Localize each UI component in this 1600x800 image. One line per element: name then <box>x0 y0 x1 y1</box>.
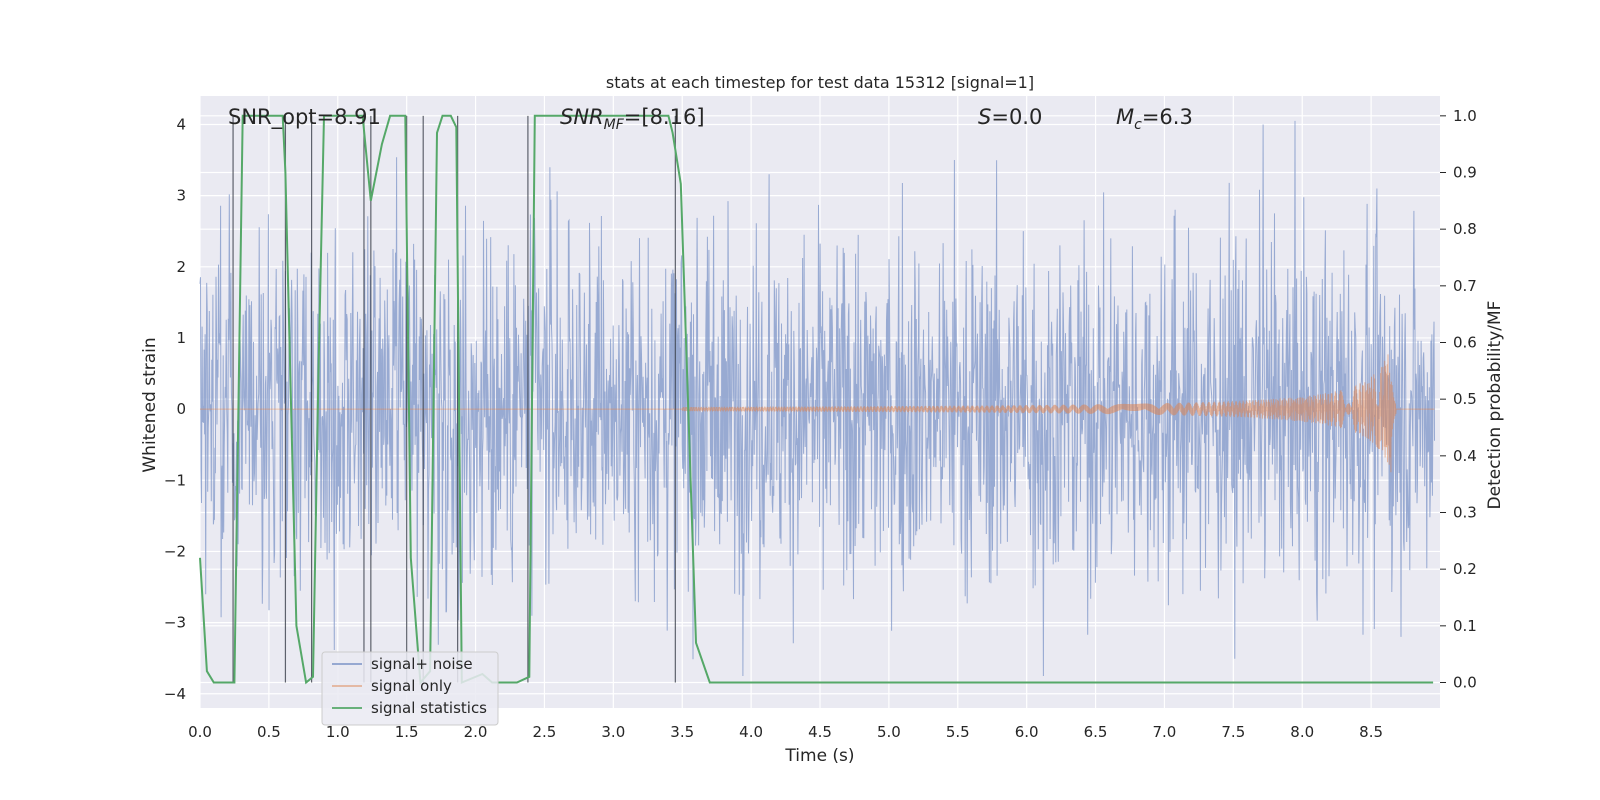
x-tick-label: 3.0 <box>601 723 625 741</box>
y-tick-label: 4 <box>176 115 186 133</box>
legend-label-signal-noise: signal+ noise <box>371 655 473 673</box>
x-tick-label: 4.0 <box>739 723 763 741</box>
x-tick-label: 7.0 <box>1153 723 1177 741</box>
x-tick-label: 5.5 <box>946 723 970 741</box>
x-tick-label: 4.5 <box>808 723 832 741</box>
x-tick-label: 6.0 <box>1015 723 1039 741</box>
y2-tick-label: 0.1 <box>1453 617 1477 635</box>
y2-tick-label: 0.5 <box>1453 390 1477 408</box>
y2-tick-label: 0.6 <box>1453 334 1477 352</box>
signal-noise-line <box>199 120 1435 677</box>
x-tick-label: 6.5 <box>1084 723 1108 741</box>
y2-tick-label: 0.8 <box>1453 220 1477 238</box>
series-signal-noise <box>199 120 1435 677</box>
vertical-markers <box>232 115 676 683</box>
y-axis-label: Whitened strain <box>140 337 160 472</box>
y2-tick-label: 0.4 <box>1453 447 1477 465</box>
signal-only-line <box>200 354 1435 473</box>
y-tick-label: 2 <box>176 258 186 276</box>
legend: signal+ noise signal only signal statist… <box>321 651 499 726</box>
x-tick-label: 8.0 <box>1290 723 1314 741</box>
y2-tick-label: 0.0 <box>1453 674 1477 692</box>
x-tick-label: 1.0 <box>326 723 350 741</box>
x-tick-label: 2.5 <box>533 723 557 741</box>
x-tick-label: 0.5 <box>257 723 281 741</box>
annotation-s: S=0.0 <box>978 105 1042 129</box>
y2-tick-label: 1.0 <box>1453 107 1477 125</box>
y2-tick-label: 0.9 <box>1453 164 1477 182</box>
x-tick-label: 7.5 <box>1221 723 1245 741</box>
annotation-snr-opt: SNR_opt=8.91 <box>228 105 381 130</box>
y-tick-label: −1 <box>164 471 186 489</box>
y2-tick-labels: 1.0 0.9 0.8 0.7 0.6 0.5 0.4 0.3 0.2 0.1 0.0 <box>1440 107 1477 692</box>
y-tick-label: −3 <box>164 614 186 632</box>
legend-box <box>321 651 499 726</box>
y2-tick-label: 0.7 <box>1453 277 1477 295</box>
legend-label-signal-only: signal only <box>371 677 452 695</box>
series-signal-only <box>200 354 1435 473</box>
y2-axis-label: Detection probability/MF <box>1485 301 1505 510</box>
chart-title: stats at each timestep for test data 153… <box>606 73 1034 92</box>
x-tick-label: 0.0 <box>188 723 212 741</box>
y-tick-label: 3 <box>176 187 186 205</box>
y2-tick-label: 0.2 <box>1453 560 1477 578</box>
y-tick-label: 0 <box>176 400 186 418</box>
x-tick-label: 8.5 <box>1359 723 1383 741</box>
y-tick-label: 1 <box>176 329 186 347</box>
y2-tick-label: 0.3 <box>1453 504 1477 522</box>
x-tick-label: 5.0 <box>877 723 901 741</box>
x-axis-label: Time (s) <box>784 746 854 766</box>
x-tick-label: 2.0 <box>464 723 488 741</box>
legend-label-signal-statistics: signal statistics <box>371 699 487 717</box>
annotation-mc: Mc=6.3 <box>1116 105 1193 133</box>
y-tick-labels: 4 3 2 1 0 −1 −2 −3 −4 <box>164 115 186 702</box>
x-tick-label: 3.5 <box>670 723 694 741</box>
annotation-snr-mf: SNRMF=[8.16] <box>560 105 705 133</box>
y-tick-label: −2 <box>164 542 186 560</box>
x-tick-labels: 0.0 0.5 1.0 1.5 2.0 2.5 3.0 3.5 4.0 4.5 5.0 5.5 6.0 6… <box>188 723 1383 741</box>
x-tick-label: 1.5 <box>395 723 419 741</box>
y-tick-label: −4 <box>164 685 186 703</box>
